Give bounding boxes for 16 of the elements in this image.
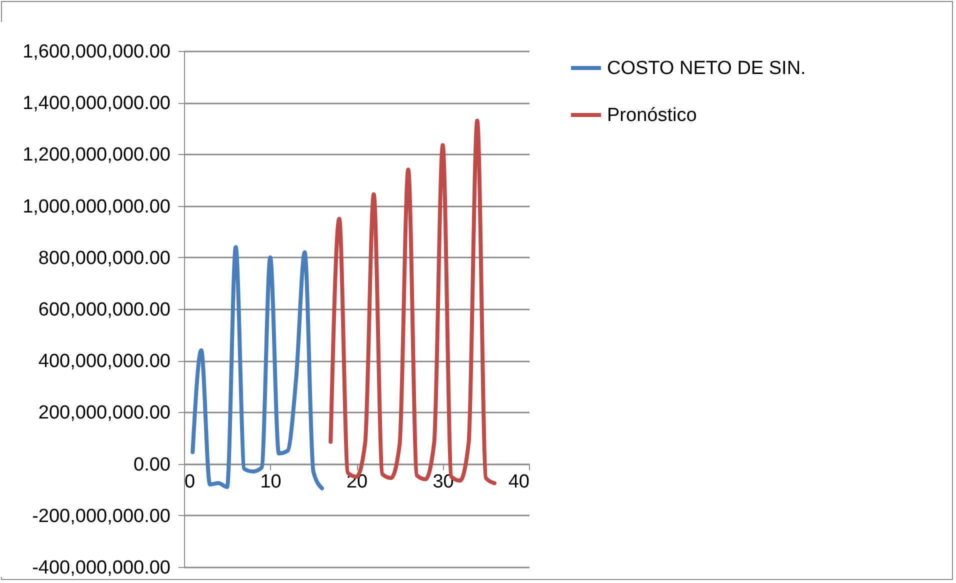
x-tick-label: 10 [260, 471, 282, 492]
y-tick-label: 1,600,000,000.00 [22, 42, 170, 62]
y-tick-label: 600,000,000.00 [38, 300, 170, 320]
y-tick-label: 0.00 [134, 454, 170, 476]
legend-label: Pronóstico [607, 105, 697, 126]
y-tick-label: 1,000,000,000.00 [22, 196, 170, 218]
y-tick-label: 400,000,000.00 [38, 351, 170, 372]
x-tick-label: 0 [184, 471, 196, 492]
y-tick-label: 1,200,000,000.00 [22, 144, 170, 166]
x-tick-label: 40 [508, 471, 530, 492]
y-tick-label: 1,400,000,000.00 [22, 93, 170, 114]
y-tick-label: -400,000,000.00 [32, 558, 170, 578]
y-tick-label: 200,000,000.00 [38, 402, 170, 424]
y-tick-label: 800,000,000.00 [38, 248, 170, 269]
y-tick-label: -200,000,000.00 [32, 506, 170, 527]
legend-label: COSTO NETO DE SIN. [607, 58, 806, 79]
